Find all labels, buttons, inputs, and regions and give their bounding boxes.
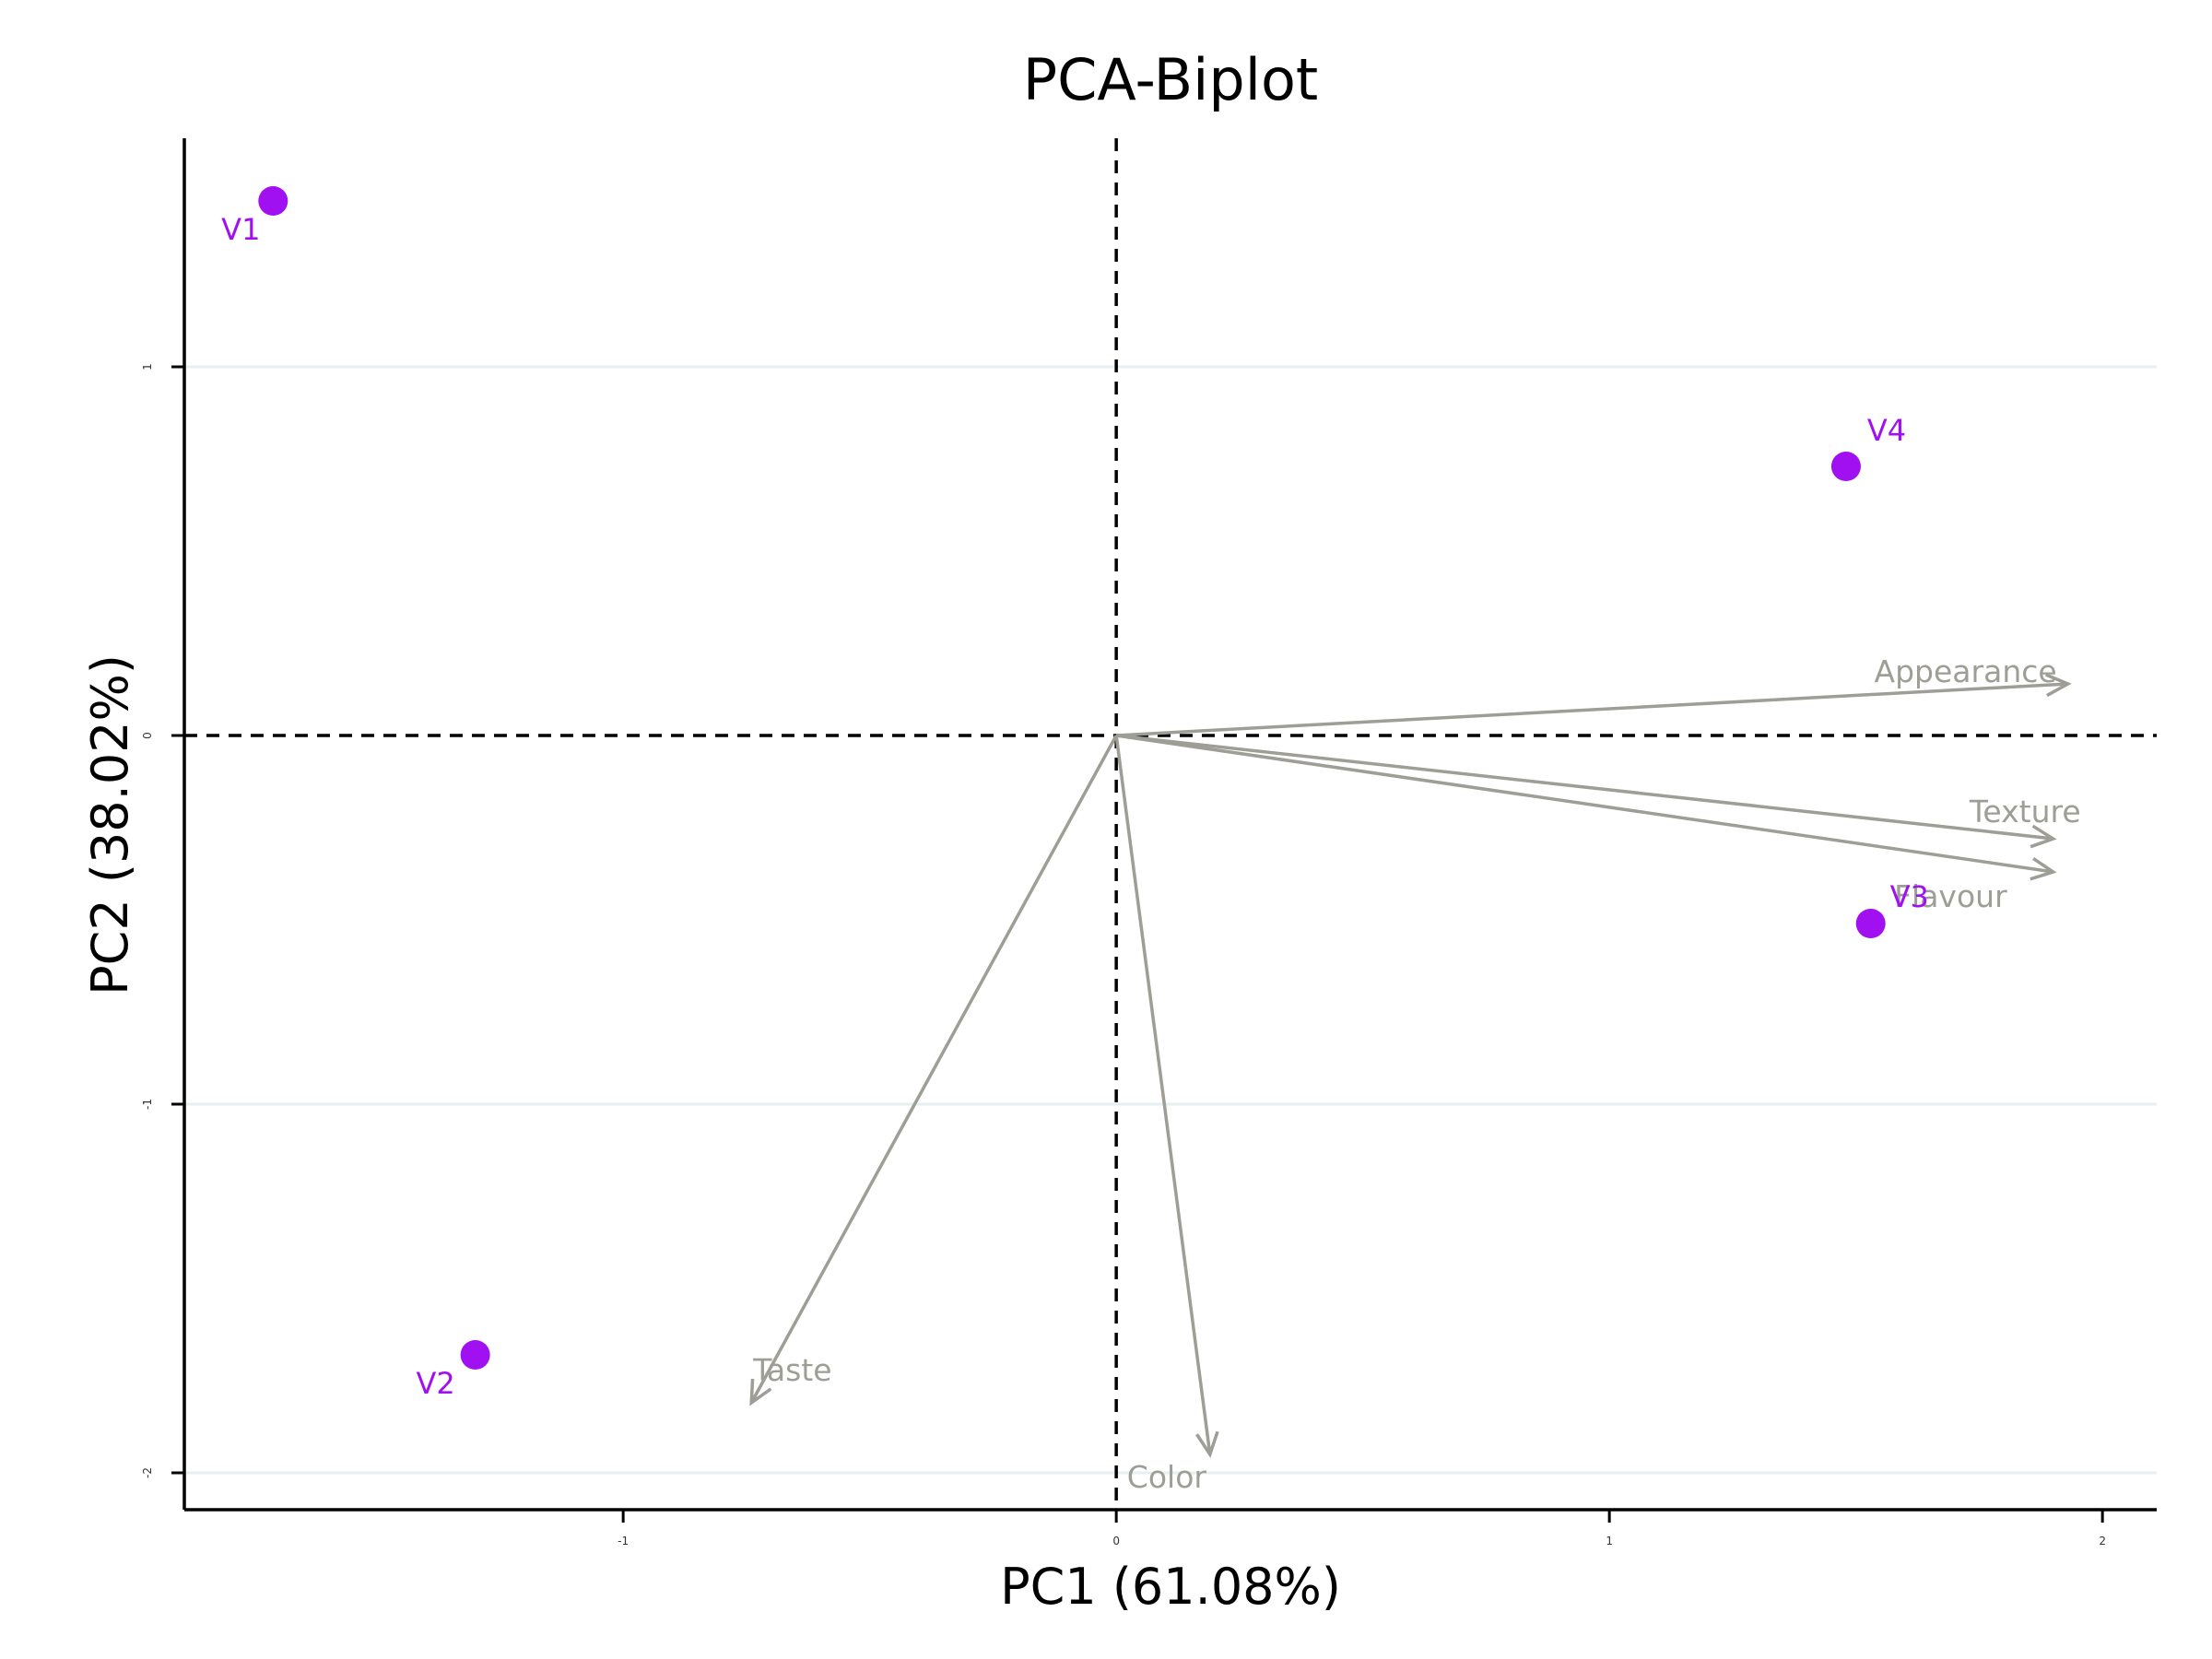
- vector-arrowhead-color: [1195, 1430, 1219, 1458]
- score-points: V1 V2 V3 V4: [221, 186, 1929, 1401]
- point-label-v2: V2: [417, 1366, 455, 1401]
- vector-label-flavour: Flavour: [1894, 878, 2007, 914]
- point-v4: [1830, 452, 1861, 481]
- y-tick-label-0: -2: [141, 1467, 154, 1478]
- x-tick-label-1: 0: [1112, 1535, 1120, 1547]
- x-axis-title: PC1 (61.08%): [1000, 1558, 1341, 1616]
- y-tick-label-1: -1: [141, 1099, 154, 1110]
- vector-line-color: [1114, 735, 1212, 1455]
- axes: [182, 138, 2157, 1512]
- x-tick-label-3: 2: [2099, 1535, 2106, 1547]
- vector-arrowhead-appearance: [2045, 673, 2072, 698]
- grid-lines: [184, 365, 2157, 1475]
- reference-lines: [184, 138, 2157, 1510]
- vector-arrowhead-taste: [749, 1378, 772, 1406]
- vector-label-color: Color: [1127, 1459, 1207, 1495]
- ticks: -1 0 1 2 -2 -1 0 1: [141, 363, 2106, 1547]
- y-tick-label-3: 1: [141, 363, 154, 371]
- loading-vectors: Appearance Texture Flavour Taste Color: [749, 653, 2081, 1495]
- point-label-v3: V3: [1890, 879, 1929, 914]
- vector-line-texture: [1115, 734, 2053, 841]
- chart-title: PCA-Biplot: [1023, 46, 1318, 113]
- x-tick-label-0: -1: [618, 1535, 629, 1547]
- point-v1: [258, 186, 288, 216]
- point-label-v4: V4: [1867, 413, 1906, 448]
- vector-label-taste: Taste: [752, 1352, 831, 1388]
- point-v3: [1855, 909, 1886, 938]
- vector-arrowhead-texture: [2030, 824, 2057, 849]
- vector-label-appearance: Appearance: [1875, 653, 2057, 689]
- y-axis-title: PC2 (38.02%): [81, 654, 139, 995]
- vector-line-taste: [749, 735, 1118, 1404]
- vector-label-texture: Texture: [1969, 794, 2081, 830]
- y-tick-label-2: 0: [141, 732, 154, 739]
- vector-line-flavour: [1115, 734, 2053, 874]
- vector-arrowhead-flavour: [2030, 856, 2057, 881]
- x-tick-label-2: 1: [1606, 1535, 1613, 1547]
- vector-line-appearance: [1116, 682, 2068, 737]
- point-label-v1: V1: [221, 212, 260, 247]
- point-v2: [460, 1340, 490, 1370]
